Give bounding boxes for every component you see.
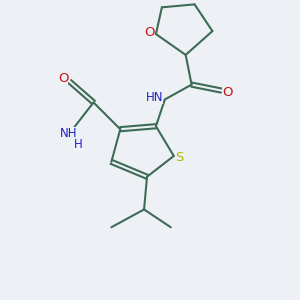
Text: O: O: [58, 72, 68, 85]
Text: S: S: [175, 151, 183, 164]
Text: H: H: [74, 138, 82, 151]
Text: NH: NH: [59, 127, 77, 140]
Text: O: O: [144, 26, 155, 39]
Text: HN: HN: [146, 92, 163, 104]
Text: O: O: [222, 85, 232, 98]
